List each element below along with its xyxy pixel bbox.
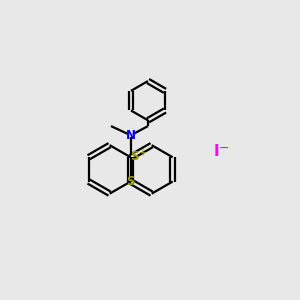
Text: I: I <box>213 144 219 159</box>
Text: S: S <box>126 175 135 188</box>
Text: −: − <box>219 142 230 154</box>
Text: S: S <box>130 150 138 163</box>
Text: +: + <box>138 148 146 158</box>
Text: N: N <box>126 129 136 142</box>
